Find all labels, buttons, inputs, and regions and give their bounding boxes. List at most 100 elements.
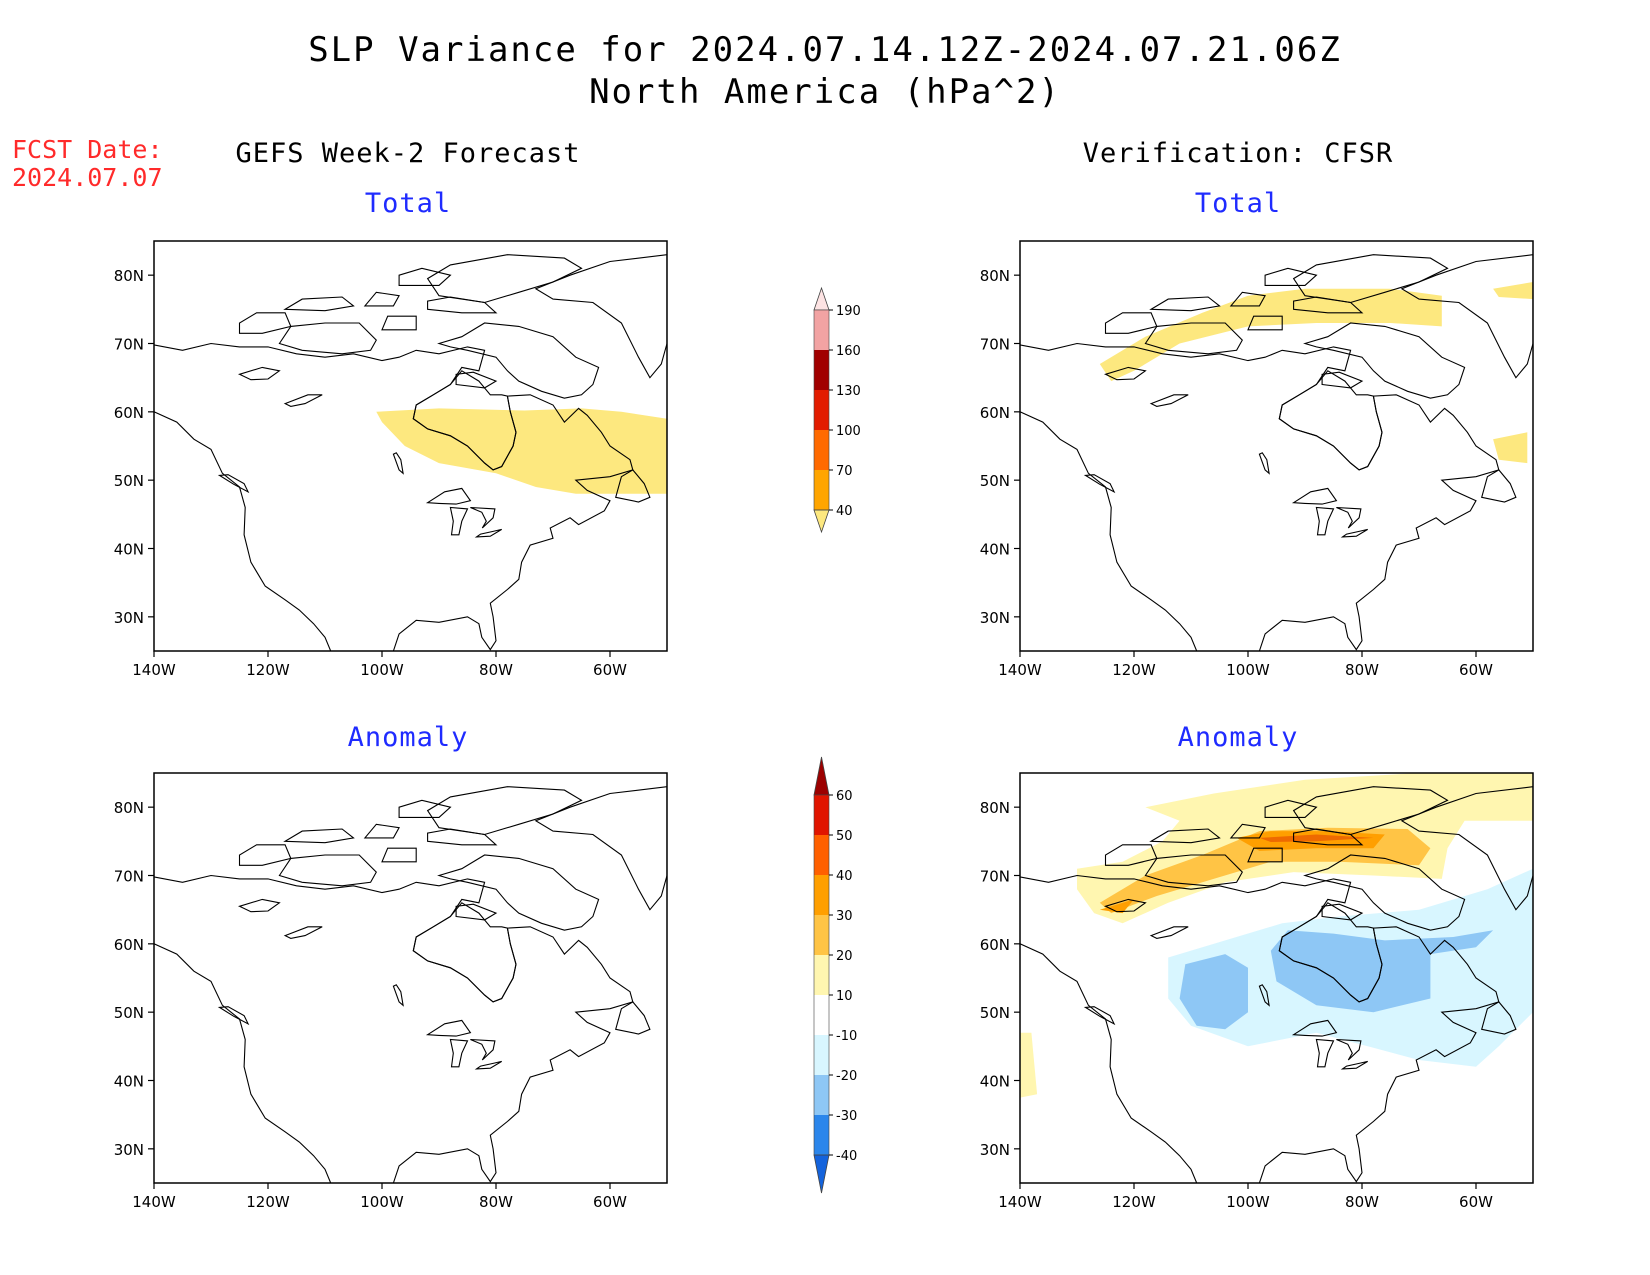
br-map-frame (1019, 772, 1534, 1184)
bl-lon-tick-label: 60W (593, 1193, 627, 1211)
anom-cbar-color-segment (814, 795, 829, 835)
tl-landmass-outline (283, 394, 323, 407)
panel-label-anomaly-verification: Anomaly (1177, 722, 1299, 753)
tl-lat-tick-label: 60N (114, 404, 144, 422)
total-cbar-colorbar-outline (813, 309, 830, 511)
bl-coastline (154, 874, 634, 1183)
br-lon-tick-label: 140W (998, 1193, 1042, 1211)
anom-cbar-level-label: -30 (836, 1109, 857, 1124)
anom-cbar-level-label: -20 (836, 1069, 857, 1084)
anom-cbar-color-segment (814, 995, 829, 1035)
tr-landmass-outline (1247, 315, 1283, 331)
tr-lat-tick-label: 80N (980, 267, 1010, 285)
tr-landmass-outline (1291, 487, 1338, 505)
tr-landmass-outline (1340, 528, 1368, 538)
bl-landmass-outline (217, 1006, 250, 1026)
tr-lon-tick-label: 120W (1112, 661, 1156, 679)
br-landmass-outline (1104, 844, 1158, 866)
total-cbar-level-label: 100 (836, 424, 861, 439)
br-landmass-outline (1292, 786, 1449, 836)
total-cbar-level-label: 130 (836, 384, 861, 399)
bl-lat-tick-label: 60N (114, 936, 144, 954)
tl-landmass-outline (217, 474, 250, 494)
tl-landmass-outline (615, 469, 651, 503)
bl-landmass-outline (283, 926, 323, 939)
anom-cbar-color-segment (814, 1075, 829, 1115)
br-landmass-outline (1278, 902, 1383, 1003)
bl-coastline (154, 943, 332, 1183)
br-landmass-outline (1481, 1001, 1517, 1035)
tl-lat-tick-label: 30N (114, 609, 144, 627)
verification-column-title: Verification: CFSR (1082, 138, 1394, 169)
tr-landmass-outline (1293, 296, 1364, 314)
bl-landmass-outline (381, 847, 417, 863)
tl-landmass-outline (381, 315, 417, 331)
bl-landmass-outline (392, 984, 404, 1007)
br-coastline (1020, 943, 1198, 1183)
br-landmass-outline (1258, 984, 1270, 1007)
br-anomaly-neg20-neg30-east (1270, 930, 1494, 1013)
anom-cbar-level-label: 60 (836, 789, 853, 804)
tl-landmass-outline (455, 371, 498, 389)
br-landmass-outline (1149, 926, 1189, 939)
br-lat-tick-label: 80N (980, 799, 1010, 817)
tr-landmass-outline (1258, 452, 1270, 475)
br-landmass-outline (1340, 1060, 1368, 1070)
tr-landmass-outline (1400, 254, 1533, 379)
tl-lat-tick-label: 50N (114, 472, 144, 490)
bl-landmass-outline (615, 1001, 651, 1035)
total-cbar-color-segment (814, 350, 829, 390)
bl-lat-tick-label: 30N (114, 1141, 144, 1159)
tr-variance-40-70-region (1099, 288, 1442, 382)
tl-lat-tick-label: 70N (114, 336, 144, 354)
anom-cbar-color-segment (814, 915, 829, 955)
map-total-verification: 80N 70N 60N 50N 40N 30N 140W 120W 100W 80W 60W (980, 240, 1534, 679)
br-lat-tick-label: 30N (980, 1141, 1010, 1159)
bl-lat-tick-label: 70N (114, 868, 144, 886)
total-cbar-level-label: 160 (836, 344, 861, 359)
tr-landmass-outline (1144, 322, 1243, 355)
tl-landmass-outline (398, 267, 452, 286)
br-landmass-outline (1291, 1019, 1338, 1037)
br-landmass-outline (1303, 854, 1466, 931)
bl-lon-tick-label: 80W (479, 1193, 513, 1211)
total-cbar-lower-extend-triangle (813, 509, 830, 534)
br-landmass-outline (1149, 828, 1221, 844)
bl-landmass-outline (449, 1038, 469, 1068)
bl-lon-tick-label: 100W (360, 1193, 404, 1211)
bl-lon-tick-label: 140W (132, 1193, 176, 1211)
br-lon-tick-label: 60W (1459, 1193, 1493, 1211)
br-lon-tick-label: 100W (1226, 1193, 1270, 1211)
tl-lon-tick-label: 60W (593, 661, 627, 679)
tr-landmass-outline (1083, 474, 1116, 494)
tr-landmass-outline (1278, 370, 1383, 471)
bl-landmass-outline (283, 828, 355, 844)
panel-label-anomaly-forecast: Anomaly (347, 722, 469, 753)
anom-cbar-lower-extend-triangle (813, 1154, 830, 1194)
fcst-date-value: 2024.07.07 (12, 163, 163, 192)
br-landmass-outline (1247, 847, 1283, 863)
br-landmass-outline (1229, 823, 1266, 839)
anom-cbar-color-segment (814, 1115, 829, 1155)
total-cbar-color-segment (814, 430, 829, 470)
bl-landmass-outline (238, 844, 292, 866)
br-landmass-outline (1083, 1006, 1116, 1026)
map-total-forecast: 80N 70N 60N 50N 40N 30N 140W 120W 100W 80W 60W (114, 240, 668, 679)
bl-landmass-outline (427, 828, 498, 846)
anom-cbar-colorbar-outline (813, 794, 830, 1156)
total-cbar-level-label: 40 (836, 504, 853, 519)
tr-landmass-outline (1104, 312, 1158, 334)
total-cbar-level-label: 70 (836, 464, 853, 479)
tl-lat-tick-label: 40N (114, 541, 144, 559)
fcst-date-label: FCST Date: (12, 135, 163, 164)
tl-lat-tick-label: 80N (114, 267, 144, 285)
tr-landmass-outline (1103, 366, 1147, 381)
total-colorbar: 4070100130160190220 (813, 286, 861, 534)
total-cbar-upper-extend-triangle (813, 286, 830, 311)
br-coastline (1020, 874, 1500, 1183)
bl-landmass-outline (426, 786, 583, 836)
tl-variance-40-70-region (376, 408, 667, 494)
anom-cbar-color-segment (814, 1035, 829, 1075)
tl-landmass-outline (437, 322, 600, 399)
tl-landmass-outline (474, 528, 502, 538)
